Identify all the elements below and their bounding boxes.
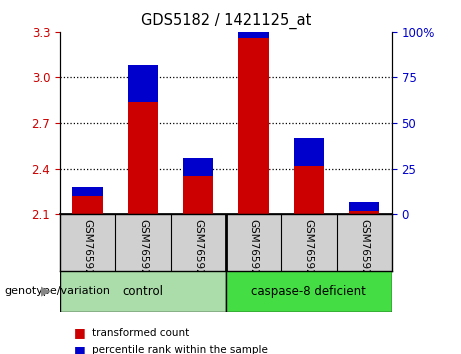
Bar: [128, 65, 158, 102]
Bar: [238, 1, 269, 38]
Bar: [183, 176, 213, 214]
Text: percentile rank within the sample: percentile rank within the sample: [92, 346, 268, 354]
FancyBboxPatch shape: [226, 271, 392, 312]
Text: GSM765924: GSM765924: [193, 219, 203, 282]
Text: control: control: [123, 285, 163, 298]
Text: GSM765926: GSM765926: [304, 219, 314, 282]
Text: GSM765925: GSM765925: [248, 219, 259, 282]
Text: caspase-8 deficient: caspase-8 deficient: [251, 285, 366, 298]
Title: GDS5182 / 1421125_at: GDS5182 / 1421125_at: [141, 13, 311, 29]
Bar: [72, 187, 103, 196]
Text: ■: ■: [74, 344, 85, 354]
Bar: [72, 196, 103, 214]
Bar: [128, 102, 158, 214]
Bar: [294, 138, 324, 166]
Text: GSM765923: GSM765923: [138, 219, 148, 282]
Bar: [349, 211, 379, 214]
Bar: [294, 166, 324, 214]
Text: GSM765927: GSM765927: [359, 219, 369, 282]
Text: ▶: ▶: [41, 285, 51, 298]
Text: transformed count: transformed count: [92, 328, 189, 338]
FancyBboxPatch shape: [60, 271, 226, 312]
Text: genotype/variation: genotype/variation: [5, 286, 111, 296]
Text: GSM765922: GSM765922: [83, 219, 93, 282]
Bar: [238, 38, 269, 214]
Text: ■: ■: [74, 326, 85, 339]
Bar: [349, 202, 379, 211]
Bar: [183, 158, 213, 176]
